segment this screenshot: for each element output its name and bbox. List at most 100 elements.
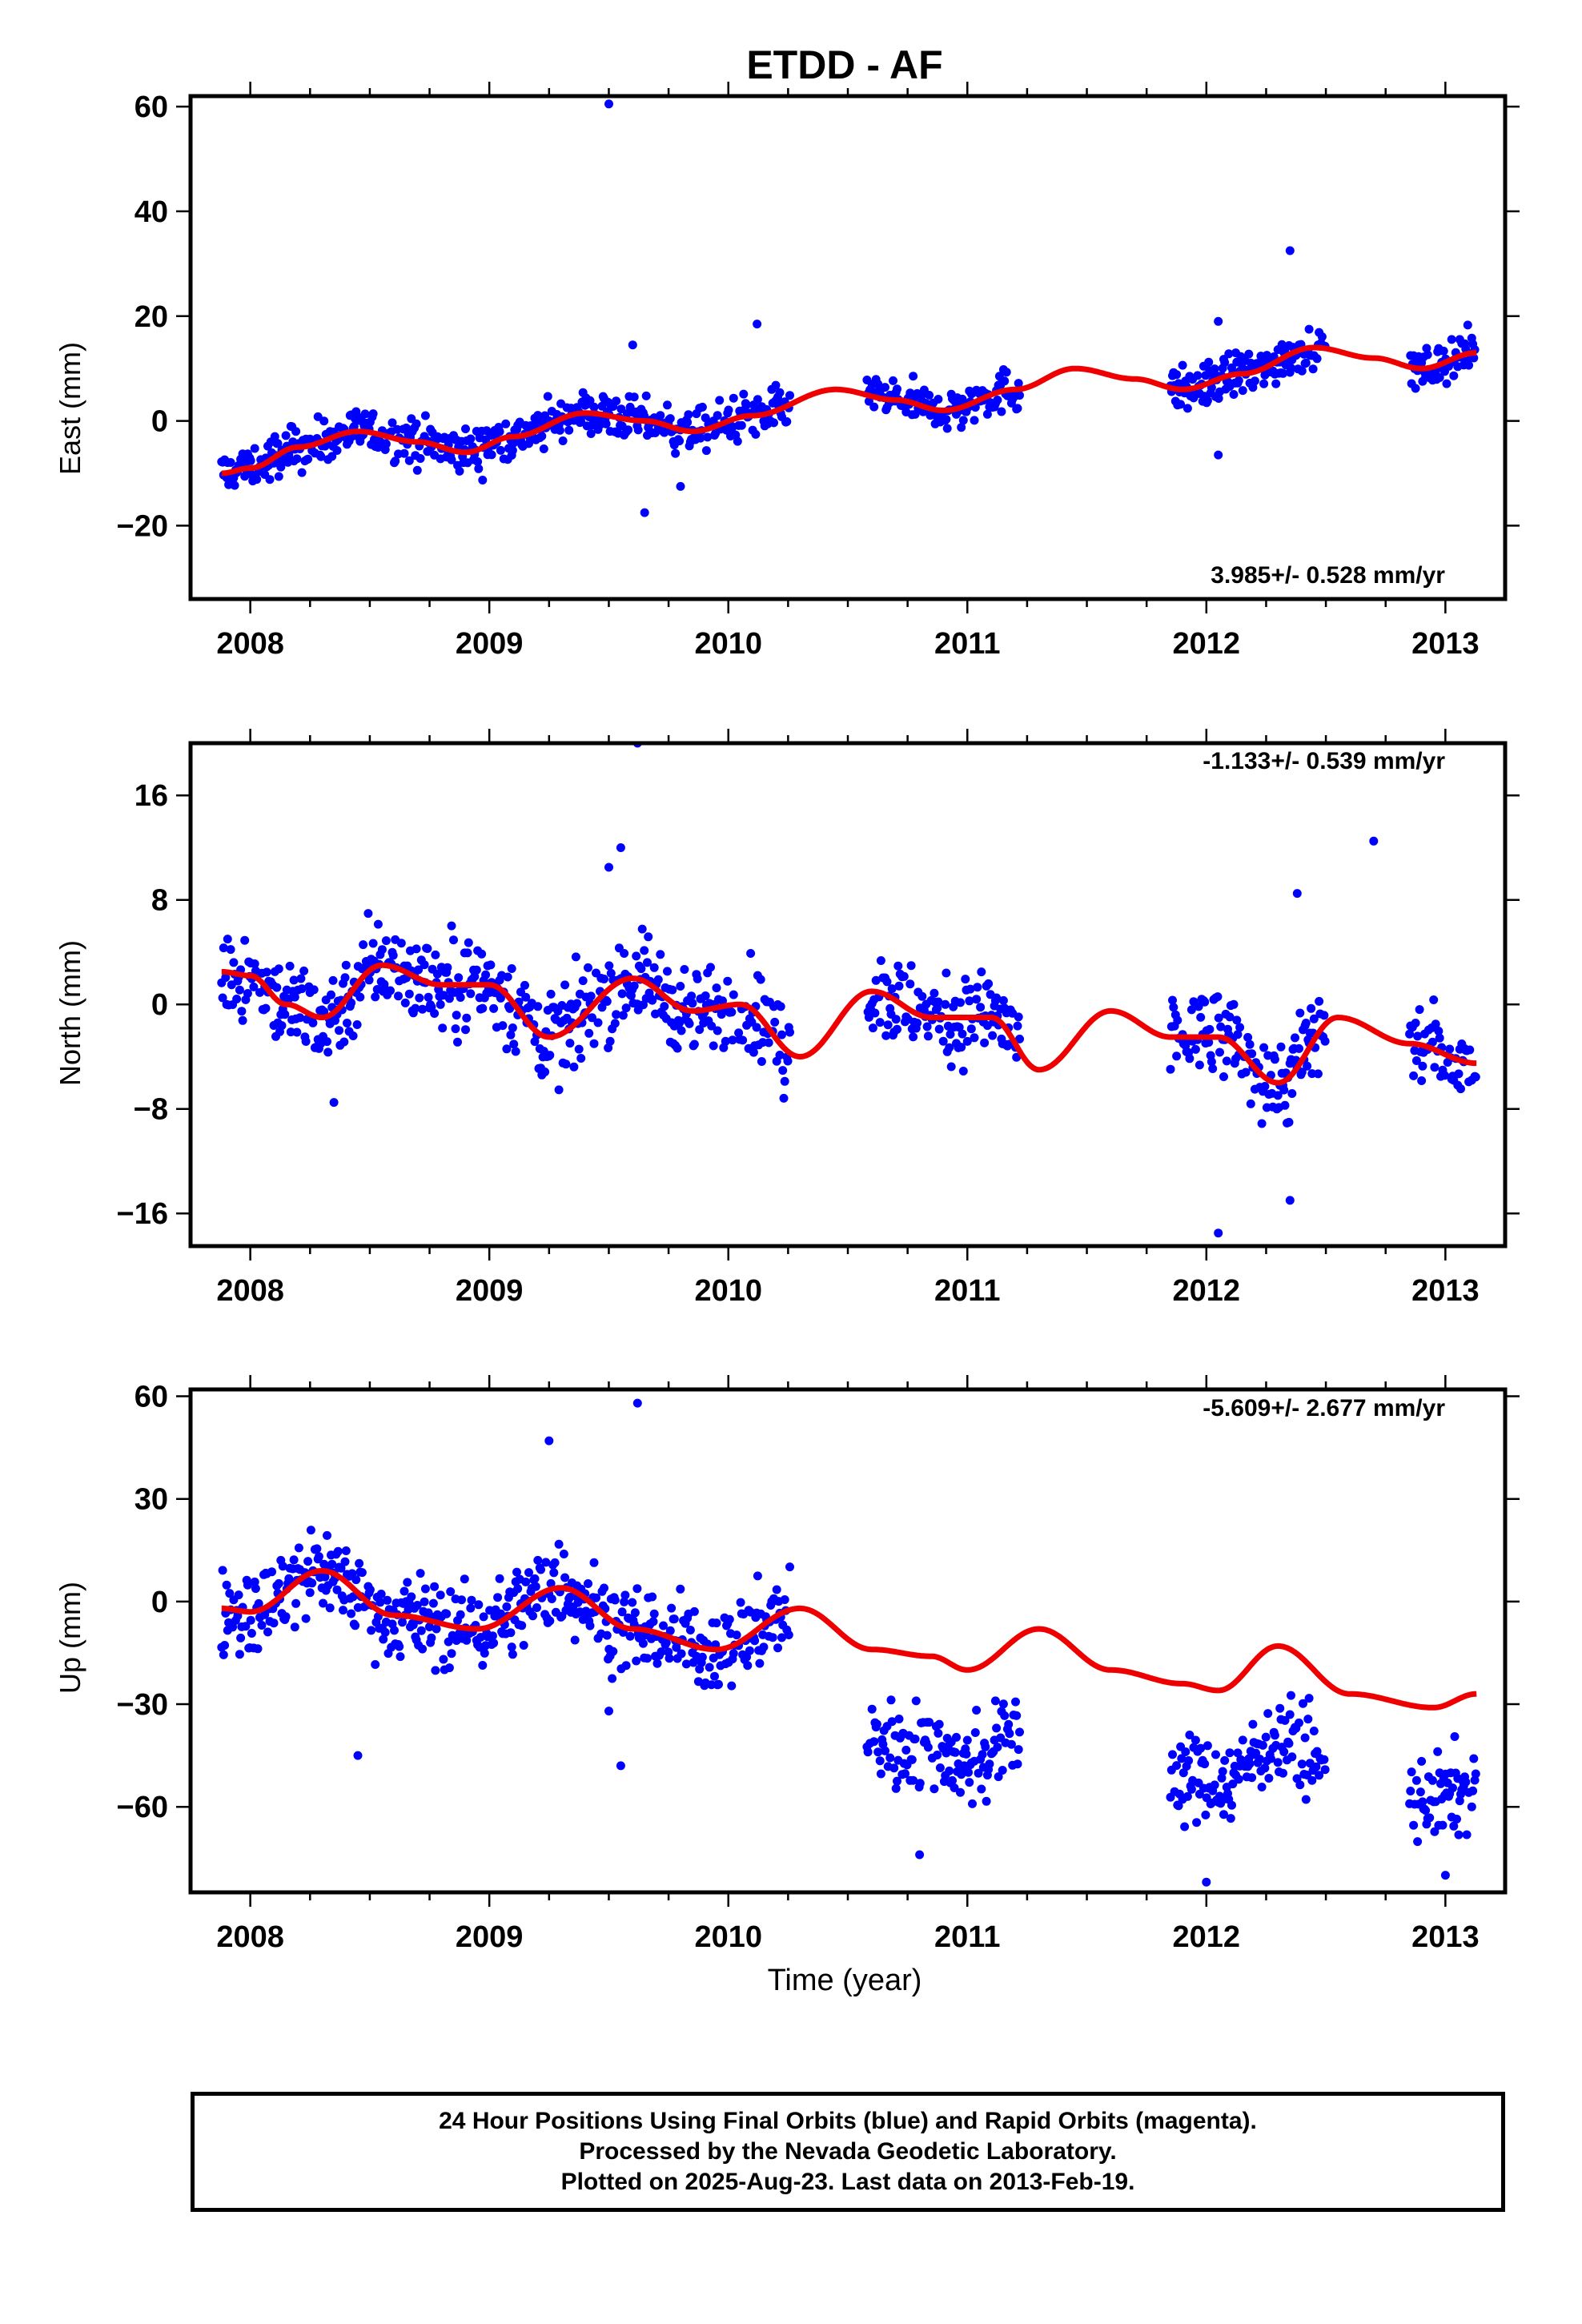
up-data-point <box>1218 1767 1227 1776</box>
north-data-point <box>1411 1056 1421 1065</box>
up-data-point <box>444 1663 454 1673</box>
north-data-point <box>470 972 480 981</box>
up-data-point <box>1300 1733 1310 1743</box>
north-data-point <box>223 935 232 944</box>
north-x-tick-label: 2008 <box>216 1274 284 1308</box>
east-data-point <box>612 396 621 406</box>
north-data-point <box>606 968 616 978</box>
east-data-point <box>1002 368 1011 377</box>
up-data-point <box>444 1637 453 1647</box>
up-data-point <box>1287 1691 1295 1700</box>
east-data-point <box>1178 360 1187 370</box>
up-y-tick-label: −30 <box>117 1688 168 1722</box>
north-data-point <box>280 1010 290 1019</box>
north-data-point <box>701 991 710 1000</box>
up-data-point <box>1261 1732 1271 1742</box>
east-data-point <box>753 320 762 329</box>
up-data-point <box>325 1603 335 1613</box>
north-data-point <box>250 959 259 968</box>
up-data-point <box>1311 1762 1321 1771</box>
east-data-point <box>297 468 307 477</box>
up-data-point <box>545 1616 555 1626</box>
north-data-point <box>738 1035 748 1045</box>
north-data-point <box>933 1003 942 1013</box>
up-data-point <box>390 1626 399 1635</box>
north-data-point <box>1319 1011 1329 1020</box>
north-data-point <box>723 976 733 986</box>
up-data-point <box>935 1763 945 1772</box>
up-data-point <box>371 1660 380 1669</box>
east-axis-label: East (mm) <box>54 342 86 475</box>
up-data-point <box>1433 1747 1443 1756</box>
east-data-point <box>729 393 738 403</box>
east-data-point <box>316 452 326 461</box>
north-data-point <box>602 997 612 1006</box>
east-data-point <box>775 388 785 397</box>
up-data-point <box>1245 1759 1255 1768</box>
north-data-point <box>221 973 231 983</box>
up-data-point <box>1192 1818 1202 1827</box>
north-data-point <box>757 1057 766 1066</box>
up-data-point <box>893 1776 901 1786</box>
up-data-point <box>532 1603 541 1612</box>
up-data-point <box>1438 1820 1447 1830</box>
east-data-point <box>909 372 918 381</box>
up-data-point <box>457 1595 466 1605</box>
north-data-point <box>411 1003 420 1013</box>
east-data-point <box>1449 371 1459 380</box>
north-data-point <box>424 992 433 1002</box>
north-data-point <box>1246 1099 1255 1108</box>
east-data-point <box>958 416 968 425</box>
north-data-point <box>588 1013 596 1023</box>
up-data-point <box>1012 1711 1022 1720</box>
up-rate-label: -5.609+/- 2.677 mm/yr <box>1203 1395 1445 1421</box>
north-data-point <box>891 1015 901 1024</box>
up-data-point <box>907 1755 917 1764</box>
north-data-point <box>604 961 614 971</box>
up-data-point <box>785 1562 794 1572</box>
east-data-point <box>782 417 792 426</box>
up-data-point <box>710 1671 719 1681</box>
up-data-point <box>395 1642 404 1651</box>
up-data-point <box>617 1607 627 1617</box>
north-data-point <box>1292 889 1302 899</box>
east-data-point <box>769 418 778 428</box>
up-data-point <box>1182 1791 1192 1801</box>
north-data-point <box>1214 1013 1223 1023</box>
up-data-point <box>1449 1821 1459 1831</box>
north-data-point <box>923 1031 933 1041</box>
east-data-point <box>1238 386 1247 396</box>
up-data-point <box>456 1610 465 1619</box>
north-x-tick-label: 2012 <box>1173 1274 1241 1308</box>
up-data-point <box>436 1590 445 1600</box>
up-data-point <box>517 1621 527 1630</box>
up-data-point <box>1304 1694 1314 1703</box>
north-panel: North (mm) -1.133+/- 0.539 mm/yr −16 −8 0 8… <box>54 729 1520 1308</box>
up-data-point <box>479 1612 488 1622</box>
east-data-point <box>508 445 517 455</box>
up-data-point <box>513 1584 523 1594</box>
up-data-point <box>643 1654 652 1663</box>
north-data-point <box>966 1024 976 1034</box>
east-x-tick-label: 2012 <box>1173 627 1241 661</box>
up-data-point <box>909 1775 918 1785</box>
north-data-point <box>693 974 702 983</box>
north-data-point <box>871 975 881 985</box>
north-data-point <box>775 1051 785 1059</box>
north-data-point <box>348 1031 358 1040</box>
north-data-point <box>734 1028 744 1038</box>
up-data-point <box>1425 1813 1435 1823</box>
up-data-point <box>1454 1830 1464 1839</box>
up-data-point <box>712 1618 721 1628</box>
up-data-point <box>428 1598 438 1608</box>
north-data-point <box>569 1062 579 1072</box>
up-data-point <box>964 1767 973 1777</box>
up-data-point <box>375 1598 385 1607</box>
up-data-point <box>1180 1822 1190 1831</box>
up-points <box>217 1398 1480 1887</box>
east-data-point <box>751 429 761 439</box>
up-data-point <box>365 1585 375 1594</box>
north-data-point <box>292 1027 302 1037</box>
footer-line-1: 24 Hour Positions Using Final Orbits (bl… <box>439 2108 1257 2134</box>
east-data-point <box>675 436 685 446</box>
